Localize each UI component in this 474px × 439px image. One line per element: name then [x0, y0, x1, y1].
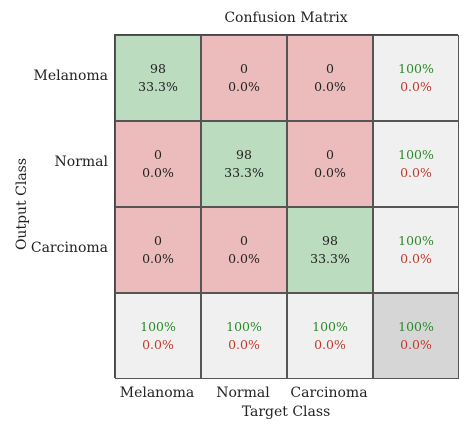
- summary-correct: 100%: [140, 319, 176, 334]
- cell-count: 0: [326, 147, 334, 162]
- cell-percent: 0.0%: [142, 165, 174, 180]
- matrix-cell: 0 0.0%: [115, 121, 201, 207]
- cell-percent: 0.0%: [142, 251, 174, 266]
- confusion-matrix-grid: 98 33.3% 0 0.0% 0 0.0% 0 0.0% 98 33.3% 0 0.0% 0 0.0% 0…: [114, 34, 459, 379]
- x-axis-label: Target Class: [241, 404, 331, 420]
- cell-percent: 0.0%: [314, 79, 346, 94]
- row-summary-cell: 100% 0.0%: [373, 207, 459, 293]
- overall-incorrect: 0.0%: [400, 337, 432, 352]
- matrix-cell: 0 0.0%: [115, 207, 201, 293]
- overall-summary-cell: 100% 0.0%: [373, 293, 459, 379]
- summary-correct: 100%: [226, 319, 262, 334]
- col-summary-cell: 100% 0.0%: [201, 293, 287, 379]
- cell-percent: 0.0%: [228, 251, 260, 266]
- cell-count: 0: [240, 61, 248, 76]
- summary-incorrect: 0.0%: [314, 337, 346, 352]
- row-tick-label: Carcinoma: [30, 240, 108, 256]
- cell-percent: 33.3%: [138, 79, 178, 94]
- row-summary-cell: 100% 0.0%: [373, 121, 459, 207]
- summary-incorrect: 0.0%: [228, 337, 260, 352]
- col-summary-cell: 100% 0.0%: [287, 293, 373, 379]
- row-tick-label: Melanoma: [33, 68, 108, 84]
- cell-percent: 33.3%: [224, 165, 264, 180]
- cell-count: 0: [154, 233, 162, 248]
- cell-percent: 33.3%: [310, 251, 350, 266]
- col-summary-cell: 100% 0.0%: [115, 293, 201, 379]
- summary-incorrect: 0.0%: [400, 165, 432, 180]
- cell-count: 98: [322, 233, 338, 248]
- matrix-cell: 0 0.0%: [287, 121, 373, 207]
- summary-correct: 100%: [312, 319, 348, 334]
- cell-percent: 0.0%: [314, 165, 346, 180]
- summary-incorrect: 0.0%: [400, 79, 432, 94]
- matrix-cell: 0 0.0%: [287, 35, 373, 121]
- cell-percent: 0.0%: [228, 79, 260, 94]
- cell-count: 98: [236, 147, 252, 162]
- matrix-cell: 98 33.3%: [201, 121, 287, 207]
- matrix-cell: 98 33.3%: [115, 35, 201, 121]
- summary-incorrect: 0.0%: [400, 251, 432, 266]
- column-tick-label: Carcinoma: [290, 385, 368, 401]
- summary-correct: 100%: [398, 147, 434, 162]
- matrix-cell: 0 0.0%: [201, 207, 287, 293]
- cell-count: 0: [326, 61, 334, 76]
- y-axis-label: Output Class: [14, 157, 30, 251]
- cell-count: 0: [154, 147, 162, 162]
- summary-correct: 100%: [398, 61, 434, 76]
- column-tick-label: Melanoma: [119, 385, 195, 401]
- matrix-cell: 0 0.0%: [201, 35, 287, 121]
- matrix-cell: 98 33.3%: [287, 207, 373, 293]
- row-summary-cell: 100% 0.0%: [373, 35, 459, 121]
- row-tick-label: Normal: [54, 154, 108, 170]
- cell-count: 98: [150, 61, 166, 76]
- cell-count: 0: [240, 233, 248, 248]
- summary-incorrect: 0.0%: [142, 337, 174, 352]
- chart-title: Confusion Matrix: [224, 10, 348, 26]
- overall-correct: 100%: [398, 319, 434, 334]
- column-tick-label: Normal: [216, 385, 270, 401]
- summary-correct: 100%: [398, 233, 434, 248]
